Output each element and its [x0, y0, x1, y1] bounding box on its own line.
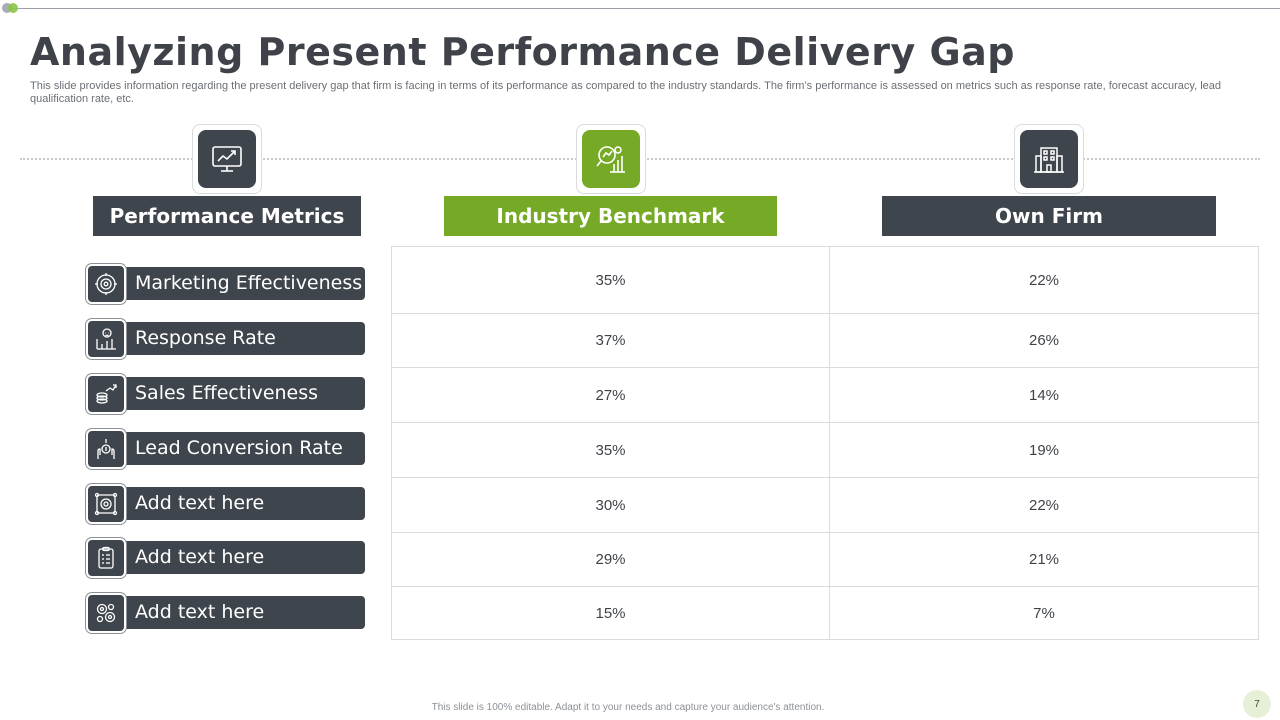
table-row: 37% 26%: [392, 313, 1258, 367]
metric-label: Add text here: [135, 492, 265, 514]
own-firm-value: 19%: [1028, 441, 1060, 459]
benchmark-value: 37%: [595, 332, 626, 349]
metric-item: Add text here: [86, 484, 366, 524]
benchmark-value: 35%: [595, 441, 626, 459]
metric-bar: [102, 377, 365, 410]
metric-item: Lead Conversion Rate: [86, 429, 366, 469]
own-firm-value: 21%: [1028, 551, 1060, 568]
building-icon: [1020, 130, 1078, 188]
header-performance-metrics: Performance Metrics: [93, 196, 361, 236]
metric-item: Response Rate: [86, 319, 366, 359]
metric-label: Sales Effectiveness: [135, 382, 319, 404]
header-own-firm: Own Firm: [882, 196, 1216, 236]
table-row: 35% 22%: [392, 247, 1258, 313]
gear-target-icon: [86, 484, 126, 524]
metric-label: Marketing Effectiveness: [135, 272, 363, 294]
metric-item: Marketing Effectiveness: [86, 264, 366, 304]
metric-bar: [102, 267, 365, 300]
table-row: 15% 7%: [392, 586, 1258, 639]
footer-note: This slide is 100% editable. Adapt it to…: [431, 702, 825, 713]
benchmark-value: 30%: [595, 496, 626, 514]
table-row: 30% 22%: [392, 477, 1258, 532]
analytics-search-icon: [582, 130, 640, 188]
hand-coin-icon: [86, 429, 126, 469]
table-row: 35% 19%: [392, 422, 1258, 477]
checklist-icon: [86, 538, 126, 578]
metric-bar: [102, 596, 365, 629]
benchmark-value: 27%: [595, 386, 626, 404]
page-number: 7: [1243, 690, 1271, 718]
gears-icon: [86, 593, 126, 633]
values-table: 35% 22% 37% 26% 27% 14% 35% 19% 30% 22% …: [391, 246, 1259, 640]
metric-label: Add text here: [135, 601, 265, 623]
page-subtitle: This slide provides information regardin…: [30, 80, 1221, 105]
own-firm-value: 26%: [1028, 332, 1060, 349]
coins-growth-icon: [86, 374, 126, 414]
own-firm-icon-box: [1014, 124, 1084, 194]
target-gear-icon: [86, 264, 126, 304]
own-firm-value: 14%: [1028, 386, 1060, 404]
metric-label: Response Rate: [135, 327, 276, 349]
top-rule: [12, 8, 1280, 9]
metric-label: Add text here: [135, 546, 265, 568]
metric-bar: [102, 322, 365, 355]
benchmark-value: 15%: [595, 604, 626, 622]
metric-bar: [102, 541, 365, 574]
benchmark-value: 35%: [595, 271, 626, 289]
metric-item: Add text here: [86, 538, 366, 578]
own-firm-value: 22%: [1028, 271, 1060, 289]
metric-bar: [102, 487, 365, 520]
metric-item: Sales Effectiveness: [86, 374, 366, 414]
benchmark-value: 29%: [595, 551, 626, 568]
monitor-chart-icon: [198, 130, 256, 188]
own-firm-value: 22%: [1028, 496, 1060, 514]
page-title: Analyzing Present Performance Delivery G…: [30, 30, 1015, 74]
person-chart-icon: [86, 319, 126, 359]
table-row: 27% 14%: [392, 367, 1258, 422]
column-divider: [829, 247, 830, 639]
decor-dot-green: [8, 3, 18, 13]
metrics-icon-box: [192, 124, 262, 194]
header-industry-benchmark: Industry Benchmark: [444, 196, 777, 236]
metric-bar: [102, 432, 365, 465]
own-firm-value: 7%: [1033, 604, 1055, 622]
benchmark-icon-box: [576, 124, 646, 194]
metric-label: Lead Conversion Rate: [135, 437, 343, 459]
table-row: 29% 21%: [392, 532, 1258, 586]
decor-dot-grey: [2, 3, 12, 13]
metric-item: Add text here: [86, 593, 366, 633]
